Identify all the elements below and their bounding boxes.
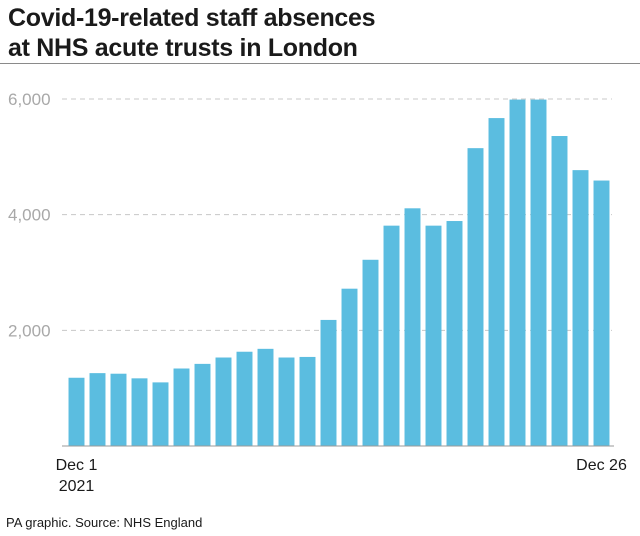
bar: [89, 373, 106, 446]
y-tick-label: 6,000: [8, 90, 51, 109]
bar: [383, 225, 400, 446]
chart-title: Covid-19-related staff absences at NHS a…: [8, 3, 608, 63]
bar-chart: 2,000 4,000 6,000 Dec 1 2021 Dec 26: [8, 90, 627, 495]
bar: [68, 377, 85, 446]
bar: [110, 373, 127, 446]
title-line-1: Covid-19-related staff absences: [8, 4, 376, 32]
title-divider: [0, 63, 640, 64]
title-line-2: at NHS acute trusts in London: [8, 34, 358, 62]
bar: [404, 208, 421, 446]
bar: [551, 136, 568, 446]
bar: [236, 351, 253, 446]
bar: [173, 368, 190, 446]
y-tick-label: 4,000: [8, 206, 51, 225]
y-tick-label: 2,000: [8, 321, 51, 340]
bar: [194, 363, 211, 446]
x-tick-label: Dec 26: [576, 457, 627, 474]
bar: [446, 221, 463, 446]
bar: [362, 259, 379, 446]
bar: [299, 356, 316, 446]
bar: [152, 382, 169, 446]
source-note: PA graphic. Source: NHS England: [6, 515, 203, 530]
bar: [341, 288, 358, 446]
bar: [509, 99, 526, 446]
bar: [572, 170, 589, 446]
bar: [320, 319, 337, 446]
bar: [215, 357, 232, 446]
x-tick-label: Dec 1: [56, 457, 98, 474]
x-tick-label-year: 2021: [59, 478, 95, 495]
bar: [278, 357, 295, 446]
bar: [488, 118, 505, 447]
bar: [425, 225, 442, 446]
bar: [257, 348, 274, 446]
bar: [467, 148, 484, 446]
bar: [530, 99, 547, 446]
bar: [593, 180, 610, 447]
bar: [131, 378, 148, 446]
